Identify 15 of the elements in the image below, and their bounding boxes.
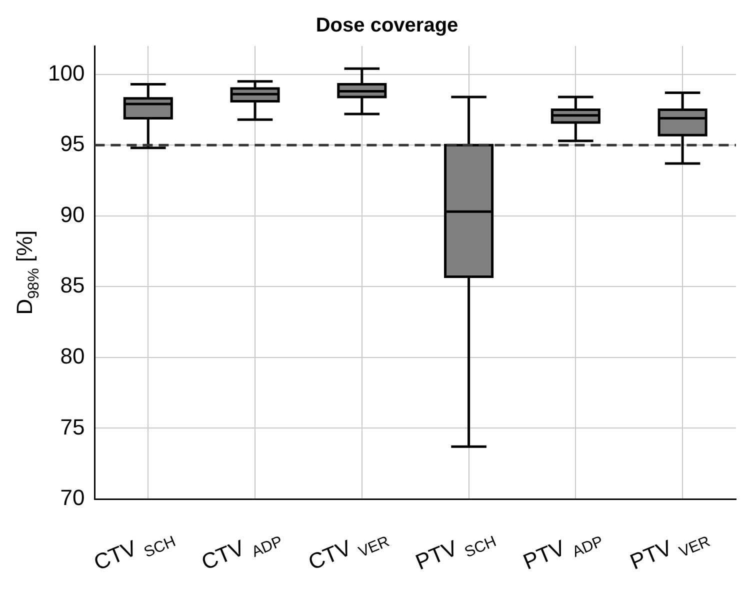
y-tick-label: 85 bbox=[60, 272, 85, 298]
y-tick-label: 95 bbox=[60, 131, 85, 156]
x-tick-label: PTV ADP bbox=[520, 532, 606, 574]
y-tick-label: 100 bbox=[48, 60, 85, 86]
x-tick-label: PTV VER bbox=[626, 532, 713, 574]
y-tick-label: 70 bbox=[60, 485, 85, 510]
x-tick-label: PTV SCH bbox=[412, 532, 499, 575]
x-tick-label: CTV ADP bbox=[198, 532, 286, 575]
y-tick-label: 75 bbox=[60, 414, 85, 440]
y-tick-label: 90 bbox=[60, 202, 85, 227]
y-axis-title: D98% [%] bbox=[12, 230, 43, 315]
chart-title: Dose coverage bbox=[316, 14, 458, 37]
x-tick-label: CTV SCH bbox=[90, 532, 178, 576]
y-tick-label: 80 bbox=[60, 344, 85, 368]
x-tick-label: CTV VER bbox=[304, 532, 392, 575]
